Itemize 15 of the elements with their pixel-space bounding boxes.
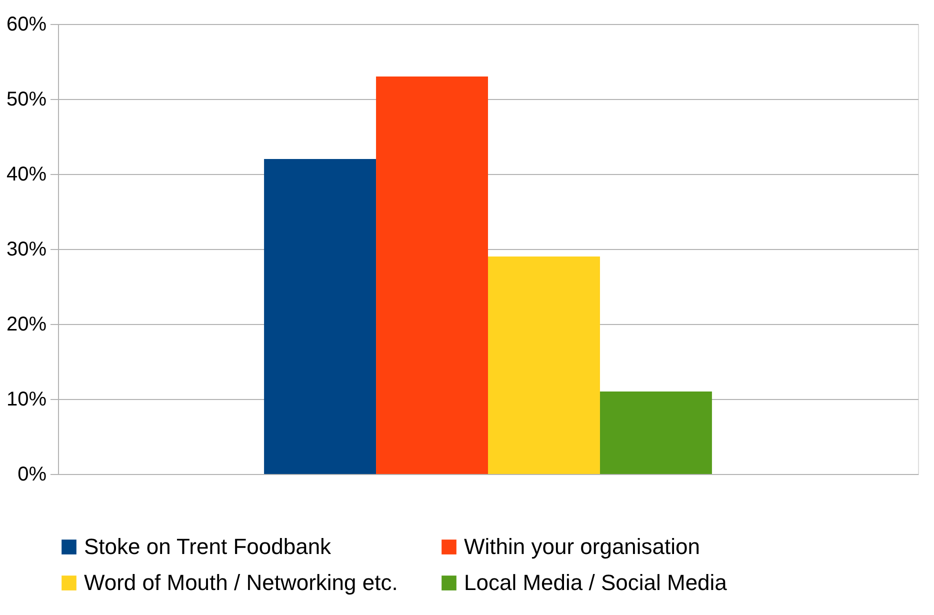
y-tick-label: 60% [6, 14, 47, 36]
bar [376, 76, 488, 474]
legend-label: Within your organisation [464, 534, 700, 559]
y-tick-label: 10% [6, 388, 47, 410]
legend-label: Word of Mouth / Networking etc. [84, 570, 398, 595]
legend-label: Local Media / Social Media [464, 570, 728, 595]
bar [600, 392, 712, 474]
legend-label: Stoke on Trent Foodbank [84, 534, 332, 559]
bar [488, 256, 600, 474]
y-tick-label: 0% [18, 464, 47, 486]
y-tick-label: 40% [6, 164, 47, 186]
y-tick-label: 30% [6, 238, 47, 260]
y-tick-label: 20% [6, 314, 47, 336]
bar [264, 159, 376, 474]
y-tick-label: 50% [6, 88, 47, 110]
